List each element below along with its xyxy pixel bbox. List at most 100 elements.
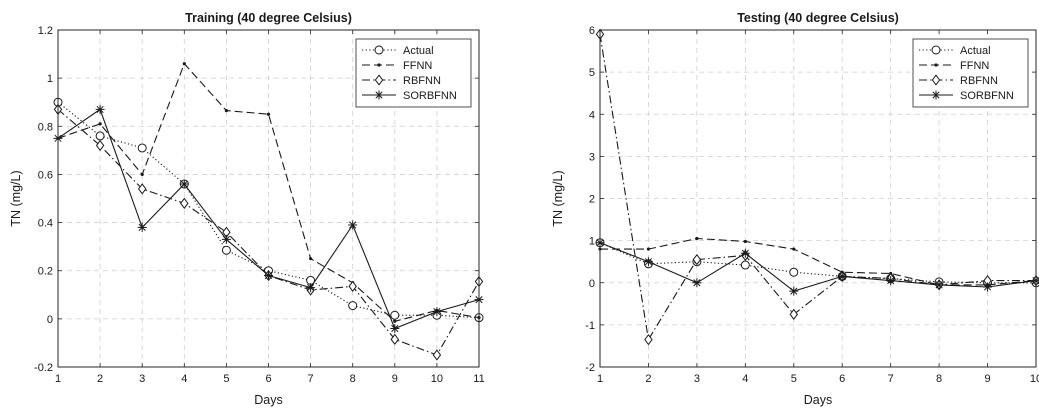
testing-x-tick-label: 10	[1030, 373, 1039, 385]
training-y-tick-label: 1.2	[38, 25, 53, 37]
testing-y-tick-label: 0	[589, 278, 595, 290]
testing-legend: Actual FFNN RBFNN SORBFNN	[912, 38, 1029, 108]
training-x-tick-label: 7	[308, 373, 314, 385]
testing-title: Testing (40 degree Celsius)	[737, 11, 899, 25]
testing-series-ffnn-point	[743, 239, 747, 244]
testing-series-sorbfnn-point	[886, 276, 896, 286]
testing-legend-sorbfnn-label: SORBFNN	[960, 90, 1014, 102]
testing-series-ffnn-point	[695, 236, 699, 241]
training-legend-sorbfnn-label: SORBFNN	[403, 90, 457, 102]
training-series-sorbfnn-point	[221, 234, 231, 244]
training-series-rbfnn-point	[432, 349, 442, 361]
training-series-actual-point	[95, 131, 105, 141]
training-x-tick-label: 9	[392, 373, 398, 385]
training-series-rbfnn-point	[180, 197, 189, 209]
training-series-ffnn-point	[98, 122, 102, 126]
testing-legend-rbfnn-label: RBFNN	[960, 75, 998, 87]
testing-x-tick-label: 4	[742, 373, 748, 385]
testing-legend-rbfnn-marker	[931, 74, 941, 86]
training-x-axis-label: Days	[254, 393, 282, 407]
testing-y-tick-label: 5	[589, 67, 595, 79]
training-y-tick-label: 1	[47, 73, 53, 85]
training-series-sorbfnn-point	[137, 222, 147, 232]
training-series-ffnn-point	[182, 62, 186, 66]
training-x-tick-label: 4	[181, 373, 187, 385]
testing-legend-ffnn-marker	[934, 63, 938, 67]
testing-series-rbfnn-point	[692, 253, 702, 266]
testing-series-rbfnn-point	[789, 308, 799, 320]
training-series-rbfnn-point	[95, 139, 105, 152]
training-x-tick-label: 8	[350, 373, 356, 385]
training-series-rbfnn-point	[137, 183, 147, 195]
training-series-ffnn-point	[309, 257, 313, 261]
training-series-sorbfnn-point	[432, 307, 442, 317]
training-series-sorbfnn-point	[348, 220, 358, 230]
testing-x-tick-label: 5	[791, 373, 797, 385]
training-x-tick-label: 6	[265, 373, 271, 385]
testing-legend-ffnn-label: FFNN	[960, 60, 989, 72]
testing-series-sorbfnn-point	[740, 248, 750, 258]
training-y-tick-label: 0.8	[38, 121, 53, 133]
training-x-tick-label: 3	[139, 373, 145, 385]
testing-x-tick-label: 7	[888, 373, 894, 385]
testing-series-actual-point	[789, 267, 799, 277]
training-series-rbfnn-line	[57, 108, 480, 356]
testing-series-sorbfnn	[595, 238, 1039, 296]
training-legend-rbfnn-marker	[374, 74, 384, 86]
training-legend-actual-label: Actual	[403, 45, 434, 57]
training-x-tick-label: 10	[431, 373, 443, 385]
testing-y-tick-label: -1	[585, 320, 595, 332]
testing-series-sorbfnn-line	[599, 242, 1037, 292]
training-series-ffnn-point	[266, 112, 271, 116]
training-series-ffnn-point	[140, 172, 144, 177]
training-series-actual-point	[348, 301, 358, 311]
testing-series-ffnn-point	[646, 247, 651, 251]
training-series-ffnn-line	[57, 62, 480, 322]
training-series-ffnn-point	[393, 319, 397, 323]
training-chart: 1 2 3 4 5 6 7 8 9 10 11 -0.2 0 0.2 0.4 0.6 0.8 1 1.2 Traini…	[9, 11, 485, 407]
testing-y-tick-label: 1	[589, 236, 595, 248]
testing-series-sorbfnn-point	[983, 282, 993, 292]
testing-x-tick-label: 1	[597, 373, 603, 385]
testing-y-tick-label: 2	[589, 194, 595, 206]
testing-series-sorbfnn-point	[643, 257, 653, 267]
testing-y-tick-label: -2	[585, 362, 595, 374]
testing-series-ffnn-point	[792, 247, 796, 251]
training-series-sorbfnn-point	[264, 271, 273, 281]
training-series-rbfnn	[53, 103, 484, 361]
training-y-tick-label: 0.4	[38, 218, 53, 230]
testing-y-tick-label: 6	[589, 25, 595, 37]
testing-series-ffnn-line	[600, 237, 1037, 286]
training-y-tick-label: 0.2	[38, 266, 53, 278]
training-title: Training (40 degree Celsius)	[185, 11, 352, 25]
testing-y-axis-label: TN (mg/L)	[551, 170, 565, 226]
testing-x-tick-label: 3	[694, 373, 700, 385]
training-series-actual-point	[137, 143, 147, 153]
testing-series-sorbfnn-point	[692, 278, 702, 288]
training-series-sorbfnn-point	[95, 104, 105, 114]
testing-series-sorbfnn-point	[837, 271, 847, 281]
testing-series-sorbfnn-point	[789, 286, 799, 296]
training-series-sorbfnn-point	[306, 283, 316, 293]
testing-x-tick-label: 8	[936, 373, 942, 385]
training-series-ffnn-point	[224, 109, 228, 113]
training-legend-rbfnn-label: RBFNN	[403, 75, 441, 87]
training-series-actual-point	[221, 245, 231, 255]
testing-legend-sorbfnn-marker	[931, 90, 941, 100]
training-series-sorbfnn-point	[390, 323, 400, 333]
testing-y-tick-label: 3	[589, 151, 595, 163]
training-x-tick-label: 2	[97, 373, 103, 385]
training-x-tick-label: 11	[473, 373, 484, 385]
training-legend-sorbfnn-marker	[374, 90, 384, 100]
testing-series-sorbfnn-point	[934, 280, 944, 290]
training-y-tick-label: 0	[47, 314, 53, 326]
testing-x-tick-label: 2	[645, 373, 651, 385]
training-y-tick-label: -0.2	[34, 362, 53, 374]
testing-series-actual-point	[740, 260, 750, 270]
testing-legend-actual-label: Actual	[960, 45, 991, 57]
training-legend-actual-marker	[374, 45, 384, 55]
testing-series-rbfnn-point	[644, 333, 653, 346]
training-series-actual-line	[57, 101, 480, 319]
training-y-tick-label: 0.6	[38, 169, 53, 181]
